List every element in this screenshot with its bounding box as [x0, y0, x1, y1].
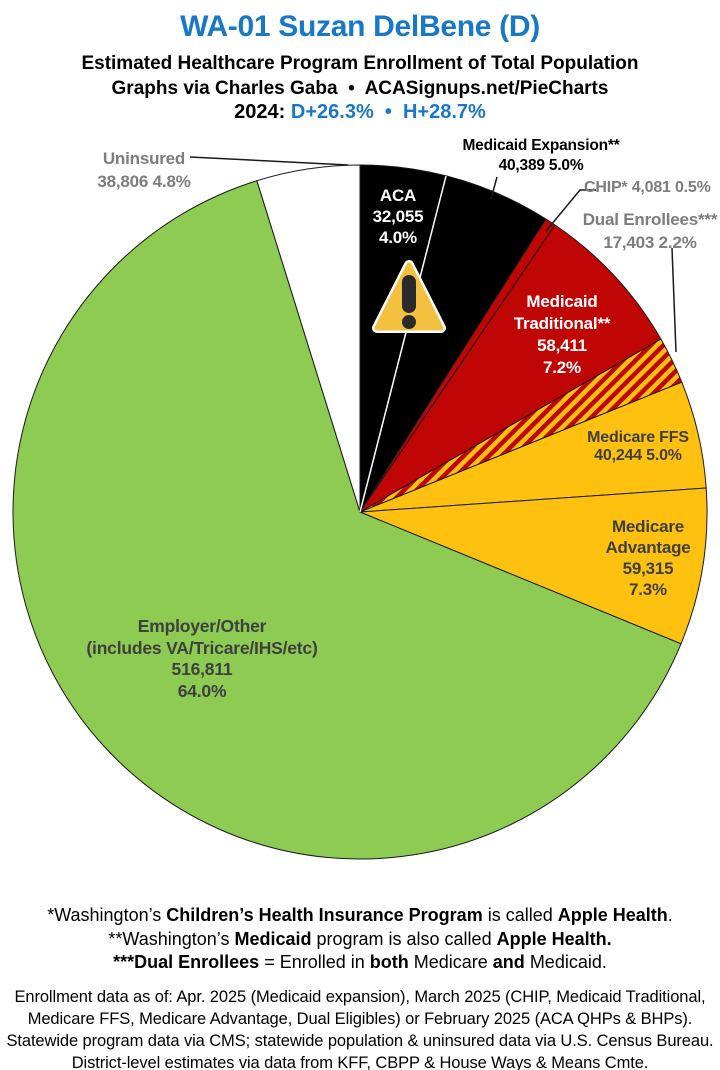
pie-slices	[12, 164, 708, 860]
pie-slice-medicaid-traditional	[359, 224, 662, 513]
partisan-lean-line: 2024: D+26.3% • H+28.7%	[234, 101, 486, 123]
source-line-2: Medicare FFS, Medicare Advantage, Dual E…	[27, 1010, 693, 1028]
chart-subtitle: Estimated Healthcare Program Enrollment …	[81, 53, 639, 74]
uninsured-leader-line	[189, 156, 349, 166]
dual-enrollees-label: Dual Enrollees*** 17,403 2.2%	[580, 208, 720, 254]
employer-other-slice-label: Employer/Other (includes VA/Tricare/IHS/…	[42, 616, 362, 702]
leader-lines	[189, 156, 677, 353]
employer-label-pct: 64.0%	[177, 680, 227, 701]
chip-leader-line	[545, 189, 596, 232]
medicaid-expansion-label: Medicaid Expansion** 40,389 5.0%	[461, 136, 621, 176]
dual-enrollees-leader-line	[671, 247, 677, 353]
medicare-advantage-slice-label: Medicare Advantage 59,315 7.3%	[578, 516, 718, 600]
medicare-ffs-label-name: Medicare FFS	[587, 429, 689, 446]
pie-slice-uninsured	[256, 164, 361, 513]
medicare-advantage-label-line2: Advantage	[605, 538, 691, 557]
medicaid-expansion-label-value: 40,389 5.0%	[498, 157, 584, 174]
chip-label: CHIP* 4,081 0.5%	[584, 179, 711, 197]
credit-line: Graphs via Charles Gaba • ACASignups.net…	[111, 78, 609, 99]
source-block: Enrollment data as of: Apr. 2025 (Medica…	[0, 986, 720, 1070]
medicaid-traditional-label-pct: 7.2%	[543, 358, 581, 377]
medicaid-expansion-label-name: Medicaid Expansion**	[462, 137, 620, 154]
pie-slice-medicare-advantage	[359, 487, 708, 645]
footnotes-block: *Washington’s Children’s Health Insuranc…	[0, 904, 720, 975]
medicaid-traditional-label-value: 58,411	[537, 336, 587, 355]
medicare-advantage-label-value: 59,315	[622, 559, 674, 578]
medicaid-traditional-label-line2: Traditional**	[513, 314, 611, 333]
pie-slice-employer-other	[12, 180, 682, 860]
footnote-chip: *Washington’s Children’s Health Insuranc…	[47, 905, 673, 925]
employer-label-line2: (includes VA/Tricare/IHS/etc)	[86, 637, 318, 658]
aca-label-name: ACA	[379, 186, 417, 205]
employer-label-line1: Employer/Other	[137, 616, 267, 636]
source-line-3: Statewide program data via CMS; statewid…	[6, 1032, 714, 1050]
uninsured-label: Uninsured 38,806 4.8%	[64, 147, 224, 193]
aca-slice-label: ACA 32,055 4.0%	[348, 185, 448, 248]
dual-enrollees-label-value: 17,403 2.2%	[603, 233, 697, 252]
warning-exclamation-dot	[402, 315, 416, 329]
medicare-advantage-label-pct: 7.3%	[629, 580, 667, 599]
medicaid-traditional-label-line1: Medicaid	[526, 292, 598, 311]
uninsured-label-value: 38,806 4.8%	[97, 172, 191, 191]
medicare-advantage-label-line1: Medicare	[611, 517, 685, 536]
footnote-dual: ***Dual Enrollees = Enrolled in both Med…	[113, 952, 607, 972]
aca-label-value: 32,055	[372, 207, 424, 226]
employer-label-value: 516,811	[171, 659, 233, 679]
chip-label-text: CHIP* 4,081 0.5%	[584, 179, 711, 196]
medicaid-traditional-slice-label: Medicaid Traditional** 58,411 7.2%	[492, 291, 632, 379]
page-title: WA-01 Suzan DelBene (D)	[180, 10, 540, 43]
medicare-ffs-slice-label: Medicare FFS 40,244 5.0%	[568, 429, 708, 465]
warning-triangle-icon	[372, 260, 446, 333]
source-line-1: Enrollment data as of: Apr. 2025 (Medica…	[14, 988, 706, 1006]
footnote-medicaid: **Washington’s Medicaid program is also …	[108, 928, 612, 949]
warning-exclamation-bar	[402, 275, 416, 313]
source-line-4: District-level estimates via data from K…	[71, 1054, 649, 1070]
dual-enrollees-label-name: Dual Enrollees***	[582, 210, 718, 229]
uninsured-label-name: Uninsured	[102, 149, 186, 168]
aca-label-pct: 4.0%	[379, 228, 417, 247]
aca-expansion-divider-line	[359, 175, 447, 513]
medicare-ffs-label-value: 40,244 5.0%	[594, 447, 682, 464]
medicaid-expansion-leader-line	[490, 176, 498, 200]
